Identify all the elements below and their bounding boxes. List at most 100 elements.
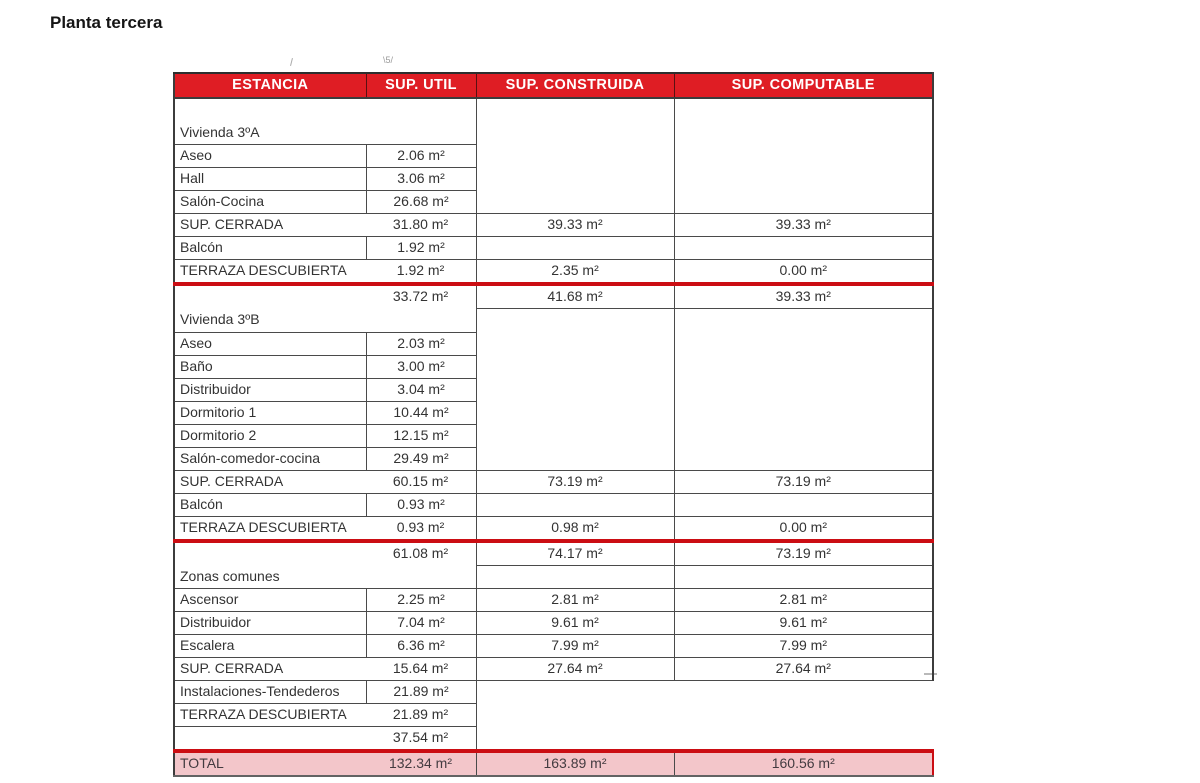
- empty-merged-cell: [673, 308, 934, 470]
- estancia-cell: Distribuidor: [173, 610, 367, 635]
- value-cell: [673, 235, 934, 260]
- row-label: SUP. CERRADA: [180, 660, 284, 676]
- table-row: Dormitorio 1 10.44 m²: [173, 400, 933, 425]
- table-row: SUP. CERRADA 60.15 m² 73.19 m² 73.19 m²: [173, 469, 934, 494]
- row-label: TOTAL: [180, 755, 224, 771]
- sup-util-value: 37.54 m²: [392, 729, 449, 745]
- value-cell: 39.33 m²: [475, 212, 675, 237]
- table-row: 61.08 m² Zonas comunes 74.17 m² 73.19 m²: [173, 540, 934, 589]
- estancia-cell: Salón-Cocina: [173, 189, 367, 214]
- sup-util-cell: 29.49 m²: [365, 446, 477, 471]
- value-cell: 2.81 m²: [673, 587, 934, 612]
- table-row: TERRAZA DESCUBIERTA 21.89 m²: [173, 702, 933, 727]
- value-cell: [475, 564, 675, 589]
- column-header-cell: SUP. COMPUTABLE: [673, 72, 934, 99]
- sup-util-cell: 1.92 m²: [365, 235, 477, 260]
- table-row: [174, 308, 934, 470]
- estancia-cell: Instalaciones-Tendederos: [173, 679, 367, 704]
- surface-table-body: ESTANCIA SUP. UTIL SUP. CONSTRUIDA SUP. COM…: [173, 72, 934, 777]
- row-label: TERRAZA DESCUBIERTA: [180, 706, 347, 722]
- table-row: Aseo 2.06 m²: [173, 143, 933, 168]
- value-cell: [475, 235, 675, 260]
- estancia-cell: Ascensor: [173, 587, 367, 612]
- value-cell: 9.61 m²: [475, 610, 675, 635]
- estancia-cell: Aseo: [173, 331, 367, 356]
- section-label: Vivienda 3ºB: [180, 310, 260, 327]
- summary-cell: 37.54 m²: [173, 725, 477, 751]
- table-row: Distribuidor 7.04 m² 9.61 m² 9.61 m²: [173, 610, 934, 635]
- empty-merged-cell: [475, 98, 675, 213]
- empty-merged-cell: [673, 98, 934, 213]
- value-cell: 2.35 m²: [475, 258, 675, 286]
- table-row: 33.72 m² Vivienda 3ºB 41.68 m² 39.33 m²: [173, 283, 934, 333]
- surface-table-wrapper: ESTANCIA SUP. UTIL SUP. CONSTRUIDA SUP. COM…: [173, 72, 934, 777]
- estancia-cell: Hall: [173, 166, 367, 191]
- value-cell: 160.56 m²: [673, 748, 934, 777]
- value-cell: 73.19 m²: [673, 540, 934, 566]
- summary-cell: SUP. CERRADA 60.15 m²: [173, 469, 477, 494]
- value-cell: 7.99 m²: [673, 633, 934, 658]
- sup-util-cell: 2.25 m²: [365, 587, 477, 612]
- value-cell: 0.98 m²: [475, 515, 675, 543]
- sup-util-cell: 3.04 m²: [365, 377, 477, 402]
- section-header-cell: Vivienda 3ºA: [173, 97, 477, 145]
- sup-util-cell: 3.00 m²: [365, 354, 477, 379]
- estancia-cell: Balcón: [173, 235, 367, 260]
- subtotal-section-cell: 33.72 m² Vivienda 3ºB: [173, 283, 477, 333]
- value-cell: 73.19 m²: [475, 469, 675, 494]
- value-cell: 39.33 m²: [673, 283, 934, 309]
- sup-util-cell: 21.89 m²: [365, 679, 477, 704]
- table-row: Balcón 0.93 m²: [173, 492, 934, 517]
- sup-util-cell: 12.15 m²: [365, 423, 477, 448]
- estancia-cell: Dormitorio 1: [173, 400, 367, 425]
- estancia-cell: Dormitorio 2: [173, 423, 367, 448]
- estancia-cell: Balcón: [173, 492, 367, 517]
- empty-merged-cell: [475, 308, 675, 470]
- row-label: SUP. CERRADA: [180, 216, 284, 232]
- table-row: ESTANCIA SUP. UTIL SUP. CONSTRUIDA SUP. COM…: [173, 72, 934, 99]
- row-label: TERRAZA DESCUBIERTA: [180, 262, 347, 278]
- row-label: SUP. CERRADA: [180, 473, 284, 489]
- value-cell: 2.81 m²: [475, 587, 675, 612]
- value-cell: 27.64 m²: [475, 656, 675, 681]
- sup-util-value: 1.92 m²: [396, 262, 445, 278]
- subtotal-value: 33.72 m²: [392, 287, 449, 304]
- value-cell: 0.00 m²: [673, 258, 934, 286]
- value-cell: 9.61 m²: [673, 610, 934, 635]
- table-row: Salón-Cocina 26.68 m²: [173, 189, 933, 214]
- summary-cell: TERRAZA DESCUBIERTA 1.92 m²: [173, 258, 477, 286]
- scan-artifact-tick: [290, 57, 293, 67]
- sup-util-value: 31.80 m²: [392, 216, 449, 232]
- sup-util-value: 21.89 m²: [392, 706, 449, 722]
- table-row: Hall 3.06 m²: [173, 166, 933, 191]
- value-cell: [673, 564, 934, 589]
- subtotal-value: 61.08 m²: [392, 544, 449, 561]
- value-cell: 73.19 m²: [673, 469, 934, 494]
- table-row: Escalera 6.36 m² 7.99 m² 7.99 m²: [173, 633, 934, 658]
- row-label: TERRAZA DESCUBIERTA: [180, 519, 347, 535]
- value-cell: [475, 492, 675, 517]
- sup-util-cell: 7.04 m²: [365, 610, 477, 635]
- surface-table: ESTANCIA SUP. UTIL SUP. CONSTRUIDA SUP. COM…: [173, 72, 934, 777]
- table-row: Baño 3.00 m²: [173, 354, 933, 379]
- table-row: TERRAZA DESCUBIERTA 1.92 m² 2.35 m² 0.00 m²: [173, 258, 934, 286]
- value-cell: [673, 492, 934, 517]
- table-row: TERRAZA DESCUBIERTA 0.93 m² 0.98 m² 0.00 m²: [173, 515, 934, 543]
- value-cell: 7.99 m²: [475, 633, 675, 658]
- estancia-cell: Distribuidor: [173, 377, 367, 402]
- value-cell: 39.33 m²: [673, 212, 934, 237]
- estancia-cell: Baño: [173, 354, 367, 379]
- summary-cell: SUP. CERRADA 15.64 m²: [173, 656, 477, 681]
- sup-util-value: 60.15 m²: [392, 473, 449, 489]
- page-title: Planta tercera: [50, 13, 163, 32]
- sup-util-cell: 0.93 m²: [365, 492, 477, 517]
- sup-util-cell: 10.44 m²: [365, 400, 477, 425]
- value-cell: 163.89 m²: [475, 748, 675, 777]
- sup-util-cell: 2.06 m²: [365, 143, 477, 168]
- table-row: Vivienda 3ºA: [173, 97, 934, 213]
- table-row: Ascensor 2.25 m² 2.81 m² 2.81 m²: [173, 587, 934, 612]
- column-header-cell: SUP. UTIL: [365, 72, 477, 99]
- sup-util-value: 15.64 m²: [392, 660, 449, 676]
- table-row: SUP. CERRADA 31.80 m² 39.33 m² 39.33 m²: [173, 212, 934, 237]
